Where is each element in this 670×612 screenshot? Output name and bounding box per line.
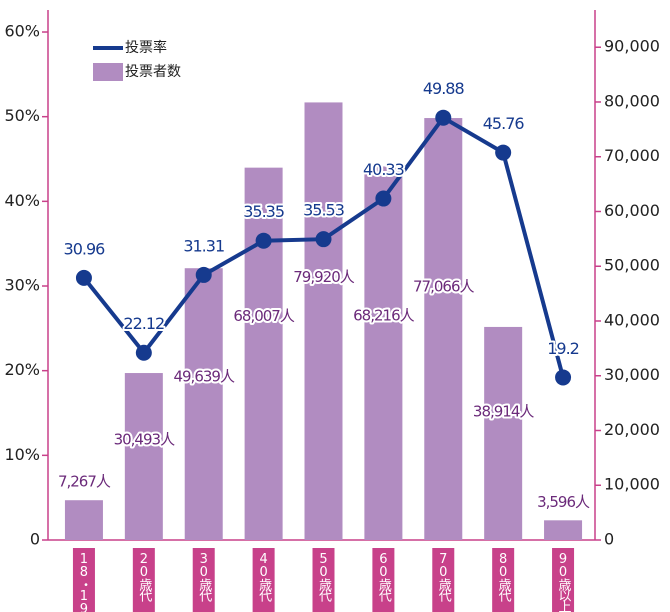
y-tick-label: 50%: [4, 106, 40, 125]
bar-value-label: 7,267人: [58, 473, 111, 491]
legend-label: 投票者数: [125, 64, 181, 80]
x-tick-label: 50歳代: [316, 552, 332, 603]
y-tick-label: 40%: [4, 191, 40, 210]
line-point: [255, 232, 272, 249]
category-box: [552, 548, 575, 612]
y2-tick-label: 20,000: [604, 420, 660, 439]
bar-value-label: 38,914人: [473, 403, 534, 421]
y-tick-label: 60%: [4, 22, 40, 41]
line-value-label: 30.96: [64, 239, 106, 258]
y-tick-label: 30%: [4, 276, 40, 295]
category-box: [372, 548, 395, 612]
category-box: [72, 548, 95, 612]
legend-label: 投票率: [125, 39, 167, 56]
line-value-label: 31.31: [183, 236, 224, 255]
line-point: [315, 231, 332, 248]
line-point: [75, 269, 92, 286]
y2-tick-label: 60,000: [604, 201, 660, 220]
bar-value-label: 79,920人: [293, 268, 354, 286]
y2-tick-label: 30,000: [604, 365, 660, 384]
line-point: [555, 369, 572, 386]
x-tick-label: 60歳代: [376, 552, 392, 603]
y2-tick-label: 90,000: [604, 37, 660, 56]
category-box: [432, 548, 455, 612]
bar-value-label: 49,639人: [173, 367, 234, 385]
line-point: [375, 190, 392, 207]
bar-value-label: 30,493人: [114, 430, 175, 448]
line-value-label: 19.2: [547, 339, 579, 358]
category-box: [252, 548, 275, 612]
line-value-label: 49.88: [423, 79, 465, 98]
x-tick-label: 30歳代: [196, 552, 212, 603]
line-point: [495, 144, 512, 161]
bar: [124, 373, 163, 540]
x-tick-label: 18・19歳: [76, 552, 92, 612]
category-box: [192, 548, 215, 612]
category-box: [312, 548, 335, 612]
line-point: [435, 109, 452, 126]
y2-tick-label: 80,000: [604, 91, 660, 110]
y2-tick-label: 0: [604, 530, 614, 549]
bar: [244, 167, 283, 540]
category-box: [132, 548, 155, 612]
y-tick-label: 20%: [4, 360, 40, 379]
bar: [184, 268, 223, 540]
bar: [364, 166, 403, 541]
y-tick-label: 0: [30, 530, 40, 549]
bar-value-label: 68,216人: [353, 306, 414, 324]
x-tick-label: 90歳以上: [556, 552, 572, 612]
line-value-label: 45.76: [483, 114, 525, 133]
bar: [304, 102, 343, 541]
bar: [424, 118, 463, 540]
y2-tick-label: 50,000: [604, 256, 660, 275]
x-tick-label: 20歳代: [136, 552, 152, 603]
line-point: [135, 344, 152, 361]
y2-tick-label: 40,000: [604, 310, 660, 329]
line-value-label: 40.33: [363, 160, 404, 179]
legend-swatch: [93, 63, 123, 81]
x-tick-label: 80歳代: [496, 552, 512, 603]
bar: [544, 520, 583, 540]
y2-tick-label: 10,000: [604, 475, 660, 494]
line-value-label: 35.53: [303, 201, 344, 220]
x-tick-label: 40歳代: [256, 552, 272, 603]
x-tick-label: 70歳代: [436, 552, 452, 603]
bar: [484, 326, 523, 540]
y-tick-label: 10%: [4, 445, 40, 464]
y2-tick-label: 70,000: [604, 146, 660, 165]
line-value-label: 22.12: [123, 314, 164, 333]
line-point: [195, 266, 212, 283]
bar: [64, 500, 103, 540]
category-box: [492, 548, 515, 612]
bar-value-label: 3,596人: [537, 493, 590, 511]
bar-value-label: 68,007人: [233, 307, 294, 325]
bar-value-label: 77,066人: [413, 277, 474, 295]
line-value-label: 35.35: [243, 202, 284, 221]
